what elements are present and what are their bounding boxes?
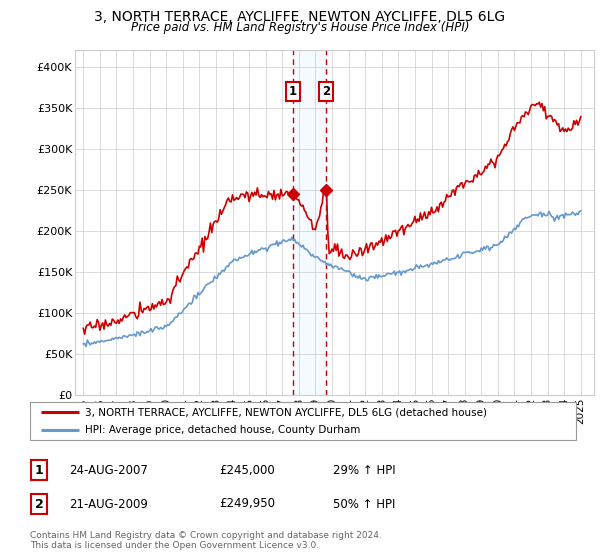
Text: £249,950: £249,950 (219, 497, 275, 511)
Text: 50% ↑ HPI: 50% ↑ HPI (333, 497, 395, 511)
Text: 1: 1 (35, 464, 43, 477)
Text: 24-AUG-2007: 24-AUG-2007 (69, 464, 148, 477)
Text: 3, NORTH TERRACE, AYCLIFFE, NEWTON AYCLIFFE, DL5 6LG (detached house): 3, NORTH TERRACE, AYCLIFFE, NEWTON AYCLI… (85, 407, 487, 417)
Text: £245,000: £245,000 (219, 464, 275, 477)
Text: 2: 2 (35, 497, 43, 511)
Text: 2: 2 (322, 85, 330, 98)
Text: 1: 1 (289, 85, 297, 98)
Text: 29% ↑ HPI: 29% ↑ HPI (333, 464, 395, 477)
Text: 3, NORTH TERRACE, AYCLIFFE, NEWTON AYCLIFFE, DL5 6LG: 3, NORTH TERRACE, AYCLIFFE, NEWTON AYCLI… (94, 10, 506, 24)
Text: HPI: Average price, detached house, County Durham: HPI: Average price, detached house, Coun… (85, 425, 360, 435)
Text: Contains HM Land Registry data © Crown copyright and database right 2024.
This d: Contains HM Land Registry data © Crown c… (30, 531, 382, 550)
Bar (293, 50, 326, 395)
FancyBboxPatch shape (30, 402, 576, 440)
Text: Price paid vs. HM Land Registry's House Price Index (HPI): Price paid vs. HM Land Registry's House … (131, 21, 469, 34)
Text: 21-AUG-2009: 21-AUG-2009 (69, 497, 148, 511)
